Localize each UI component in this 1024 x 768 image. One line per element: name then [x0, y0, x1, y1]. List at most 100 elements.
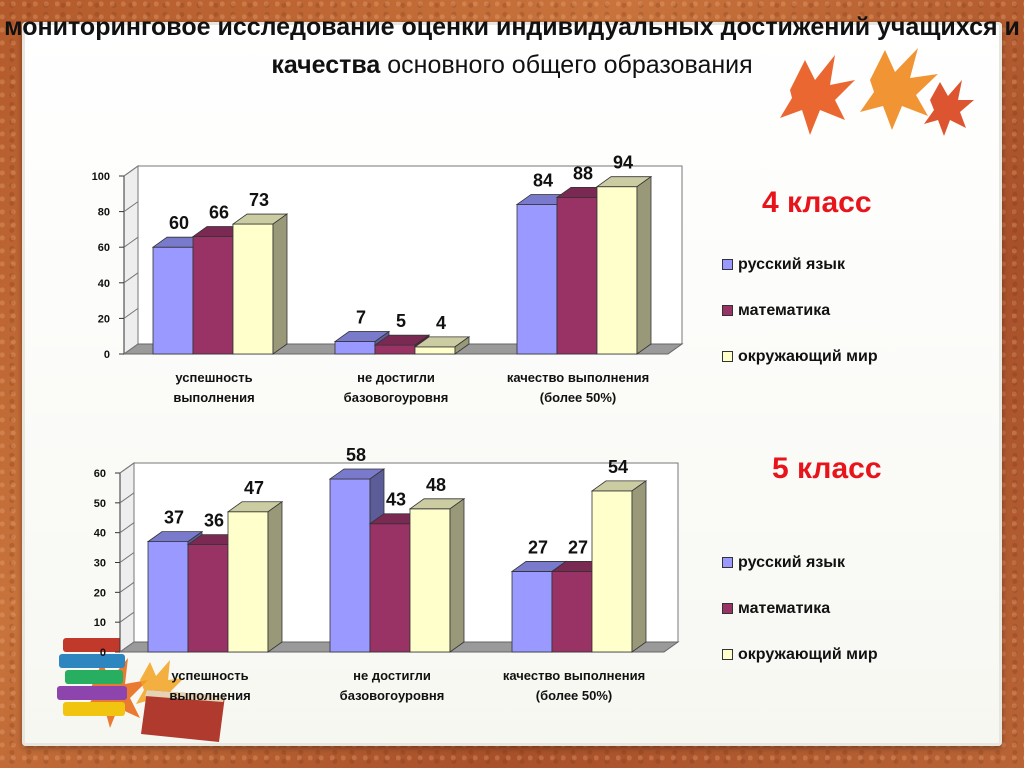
x-category-label: (более 50%) — [536, 688, 612, 703]
x-category-label: качество выполнения — [507, 370, 649, 385]
y-tick-diagonal — [123, 201, 139, 213]
maple-leaf-top-right-icon — [780, 48, 974, 136]
data-label: 58 — [346, 445, 366, 465]
y-tick-label: 40 — [98, 278, 110, 290]
bar-front — [232, 223, 274, 355]
legend-label: русский язык — [738, 554, 845, 571]
legend-swatch-math — [722, 603, 733, 615]
data-label: 43 — [386, 490, 406, 510]
legend-label: окружающий мир — [738, 646, 878, 663]
legend-swatch-world — [722, 351, 733, 363]
legend-swatch-world — [722, 649, 733, 661]
data-label: 37 — [164, 508, 184, 528]
y-tick-diagonal — [119, 492, 135, 504]
data-label: 7 — [356, 308, 366, 328]
y-tick-label: 80 — [98, 207, 110, 219]
y-tick-label: 20 — [98, 313, 110, 325]
data-label: 27 — [528, 537, 548, 557]
page-title: мониторинговое исследование оценки индив… — [0, 8, 1024, 84]
books-icon — [57, 638, 225, 742]
bar-front — [556, 196, 598, 355]
bar-side — [267, 501, 283, 653]
data-label: 4 — [436, 313, 446, 333]
legend-item: математика — [722, 302, 830, 320]
title-bold: мониторинговое исследование оценки индив… — [4, 13, 1020, 79]
legend-label: русский язык — [738, 256, 845, 273]
y-tick-diagonal — [123, 343, 139, 355]
legend-swatch-math — [722, 305, 733, 317]
legend-5-class: русский язык математика окружающий мир — [722, 554, 972, 674]
bar-front — [409, 508, 451, 653]
bar-front — [329, 478, 371, 653]
bar-side — [449, 498, 465, 653]
x-category-label: базовогоуровня — [340, 688, 445, 703]
bar-front — [147, 541, 189, 653]
y-tick-diagonal — [119, 552, 135, 563]
legend-item: окружающий мир — [722, 348, 878, 366]
x-category-label: выполнения — [173, 390, 254, 405]
title-normal: основного общего образования — [387, 51, 753, 79]
legend-label: математика — [738, 600, 831, 617]
y-tick-label: 10 — [94, 617, 106, 629]
legend-item: русский язык — [722, 554, 845, 572]
bar-front — [516, 204, 558, 355]
legend-label: математика — [738, 302, 831, 319]
y-tick-diagonal — [123, 236, 139, 248]
bar-side — [454, 336, 470, 355]
bar-front — [152, 246, 194, 355]
bar-front — [591, 490, 633, 653]
x-category-label: качество выполнения — [503, 668, 645, 683]
data-label: 48 — [426, 475, 446, 495]
y-tick-diagonal — [119, 611, 135, 623]
y-tick-label: 50 — [94, 498, 106, 510]
data-label: 60 — [169, 213, 189, 233]
x-category-label: успешность — [175, 370, 252, 385]
data-label: 66 — [209, 203, 229, 223]
y-tick-label: 100 — [92, 171, 110, 183]
y-tick-diagonal — [123, 307, 139, 319]
x-category-label: базовогоуровня — [344, 390, 449, 405]
data-label: 94 — [613, 153, 633, 173]
bar-side — [631, 480, 647, 653]
bar-front — [187, 544, 229, 653]
legend-swatch-russian — [722, 259, 733, 271]
data-label: 36 — [204, 511, 224, 531]
x-category-label: выполнения — [169, 688, 250, 703]
bar-front — [511, 571, 553, 653]
y-tick-label: 40 — [94, 528, 106, 540]
legend-item: окружающий мир — [722, 646, 878, 664]
chart-title-5-class: 5 класс — [772, 452, 882, 485]
bar-front — [369, 523, 411, 653]
x-category-label: (более 50%) — [540, 390, 616, 405]
data-label: 88 — [573, 163, 593, 183]
bar-front — [192, 236, 234, 355]
chart-title-4-class: 4 класс — [762, 186, 872, 219]
y-tick-label: 30 — [94, 558, 106, 570]
y-tick-diagonal — [119, 462, 135, 474]
y-tick-diagonal — [123, 272, 139, 284]
bar-front — [227, 511, 269, 653]
y-tick-diagonal — [119, 522, 135, 534]
bar-front — [596, 186, 638, 355]
bar-front — [551, 571, 593, 653]
legend-item: математика — [722, 600, 830, 618]
legend-label: окружающий мир — [738, 348, 878, 365]
bar-side — [272, 213, 288, 355]
data-label: 54 — [608, 457, 628, 477]
y-tick-label: 0 — [100, 647, 106, 659]
legend-4-class: русский язык математика окружающий мир — [722, 256, 972, 376]
x-category-label: успешность — [171, 668, 248, 683]
data-label: 47 — [244, 478, 264, 498]
data-label: 84 — [533, 170, 553, 190]
data-label: 5 — [396, 311, 406, 331]
y-tick-label: 0 — [104, 349, 110, 361]
bar-side — [636, 175, 652, 355]
legend-swatch-russian — [722, 557, 733, 569]
y-tick-label: 20 — [94, 587, 106, 599]
y-tick-label: 60 — [98, 242, 110, 254]
data-label: 73 — [249, 190, 269, 210]
x-category-label: не достигли — [353, 668, 431, 683]
y-tick-label: 60 — [94, 468, 106, 480]
y-tick-diagonal — [123, 165, 139, 177]
